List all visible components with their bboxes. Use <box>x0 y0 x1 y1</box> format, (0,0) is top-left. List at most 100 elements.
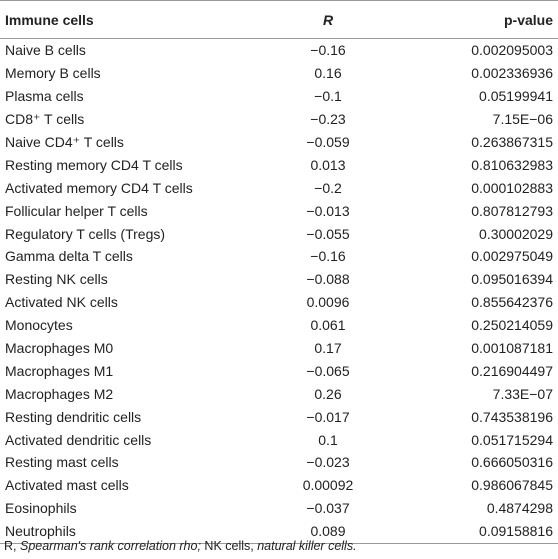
table-row: Monocytes 0.061 0.250214059 <box>0 314 558 337</box>
table-cell: 0.05199941 <box>479 88 553 105</box>
table-cell: 0.002975049 <box>471 248 553 265</box>
table-cell: 0.17 <box>314 340 342 357</box>
table-cell: 0.1 <box>318 431 338 448</box>
table-cell: −0.16 <box>310 42 346 59</box>
table-cell: Memory B cells <box>5 65 101 82</box>
table-cell: 0.986067845 <box>471 477 553 494</box>
table-cell: 0.00092 <box>302 477 354 494</box>
table-cell: 0.4874298 <box>486 500 553 517</box>
table-cell: 0.855642376 <box>471 294 553 311</box>
table-row: Resting memory CD4 T cells 0.013 0.8106329… <box>0 153 558 176</box>
table-cell: −0.023 <box>306 454 350 471</box>
footnote-part: NK cells, <box>200 539 258 553</box>
table-cell: 0.09158816 <box>479 523 553 540</box>
table-cell: Gamma delta T cells <box>5 248 133 265</box>
table-cell: 0.743538196 <box>471 408 553 425</box>
table-cell: −0.2 <box>314 179 342 196</box>
table-row: Naive B cells −0.16 0.002095003 <box>0 39 558 62</box>
table-row: Activated NK cells 0.0096 0.855642376 <box>0 291 558 314</box>
table-cell: CD8⁺ T cells <box>5 111 85 128</box>
table-cell: Resting NK cells <box>5 271 108 288</box>
table-cell: −0.059 <box>306 134 350 150</box>
footnote: R, Spearman's rank correlation rho; NK c… <box>4 539 357 553</box>
table-row: Activated mast cells 0.00092 0.986067845 <box>0 474 558 497</box>
table-cell: 0.051715294 <box>471 431 553 448</box>
table-cell: 0.095016394 <box>471 271 553 288</box>
table-row: Regulatory T cells (Tregs) −0.055 0.300020… <box>0 222 558 245</box>
table-cell: −0.088 <box>306 271 350 288</box>
table-cell: 0.250214059 <box>471 317 553 334</box>
table-cell: Activated memory CD4 T cells <box>5 179 193 196</box>
table-cell: Plasma cells <box>5 88 84 105</box>
table-row: Neutrophils 0.089 0.09158816 <box>0 520 558 544</box>
table-cell: Naive B cells <box>5 42 86 59</box>
footnote-part: R, <box>4 539 20 553</box>
table-cell: −0.037 <box>306 500 350 517</box>
table-row: Naive CD4⁺ T cells −0.059 0.263867315 <box>0 131 558 154</box>
table-body: Naive B cells −0.16 0.002095003 Memory B ce… <box>0 39 558 544</box>
footnote-part: natural killer cells. <box>257 539 357 553</box>
table-cell: Monocytes <box>5 317 73 334</box>
table-cell: −0.065 <box>306 362 350 379</box>
footnote-part: Spearman's rank correlation rho; <box>19 539 201 553</box>
table-cell: −0.055 <box>306 225 350 242</box>
table-row: Macrophages M1 −0.065 0.216904497 <box>0 359 558 382</box>
table-cell: −0.017 <box>306 408 350 425</box>
table-cell: Activated mast cells <box>5 477 129 494</box>
table-cell: 0.001087181 <box>471 340 553 357</box>
table-cell: 0.16 <box>314 65 342 82</box>
table-cell: Activated dendritic cells <box>5 431 152 448</box>
table-cell: 0.0096 <box>306 294 350 311</box>
table-cell: Macrophages M2 <box>5 385 114 402</box>
column-header: R <box>322 11 334 28</box>
table-cell: Macrophages M0 <box>5 340 114 357</box>
column-header: p-value <box>503 11 553 28</box>
table-cell: 0.002336936 <box>471 65 553 82</box>
table-cell: 7.15E−06 <box>492 111 553 128</box>
table-row: Plasma cells −0.1 0.05199941 <box>0 85 558 108</box>
table-cell: 0.810632983 <box>471 156 553 173</box>
table-row: Resting mast cells −0.023 0.666050316 <box>0 451 558 474</box>
table-cell: 0.000102883 <box>471 179 553 196</box>
table-row: Eosinophils −0.037 0.4874298 <box>0 497 558 520</box>
table-cell: 0.002095003 <box>471 42 553 59</box>
table-row: Follicular helper T cells −0.013 0.8078127… <box>0 199 558 222</box>
table-row: Activated memory CD4 T cells −0.2 0.000102… <box>0 176 558 199</box>
table-cell: −0.013 <box>306 202 350 219</box>
table-row: Gamma delta T cells −0.16 0.002975049 <box>0 245 558 268</box>
table-cell: Naive CD4⁺ T cells <box>5 134 124 150</box>
column-header: Immune cells <box>5 11 94 28</box>
table-cell: −0.1 <box>314 88 342 105</box>
table-cell: Resting dendritic cells <box>5 408 142 425</box>
table-cell: −0.16 <box>310 248 346 265</box>
table-cell: Resting memory CD4 T cells <box>5 156 183 173</box>
table-cell: 0.30002029 <box>479 225 553 242</box>
table-row: Macrophages M0 0.17 0.001087181 <box>0 337 558 360</box>
table-cell: 0.216904497 <box>471 362 553 379</box>
table-cell: 0.061 <box>310 317 346 334</box>
table-cell: Neutrophils <box>5 523 76 540</box>
table-cell: Follicular helper T cells <box>5 202 148 219</box>
table-cell: 7.33E−07 <box>492 385 553 402</box>
table-cell: 0.666050316 <box>471 454 553 471</box>
table-cell: Activated NK cells <box>5 294 118 311</box>
table-row: Resting NK cells −0.088 0.095016394 <box>0 268 558 291</box>
table-cell: 0.26 <box>314 385 342 402</box>
table-cell: 0.807812793 <box>471 202 553 219</box>
table-cell: Resting mast cells <box>5 454 119 471</box>
table-row: Activated dendritic cells 0.1 0.051715294 <box>0 428 558 451</box>
table-cell: Eosinophils <box>5 500 77 517</box>
table-cell: 0.263867315 <box>471 134 553 150</box>
table-row: Macrophages M2 0.26 7.33E−07 <box>0 382 558 405</box>
table-cell: 0.013 <box>310 156 346 173</box>
table-row: Memory B cells 0.16 0.002336936 <box>0 62 558 85</box>
table-cell: Regulatory T cells (Tregs) <box>5 225 166 242</box>
table-row: CD8⁺ T cells −0.23 7.15E−06 <box>0 108 558 131</box>
table-cell: 0.089 <box>310 523 346 540</box>
table-cell: −0.23 <box>310 111 346 128</box>
table-row: Resting dendritic cells −0.017 0.743538196 <box>0 405 558 428</box>
